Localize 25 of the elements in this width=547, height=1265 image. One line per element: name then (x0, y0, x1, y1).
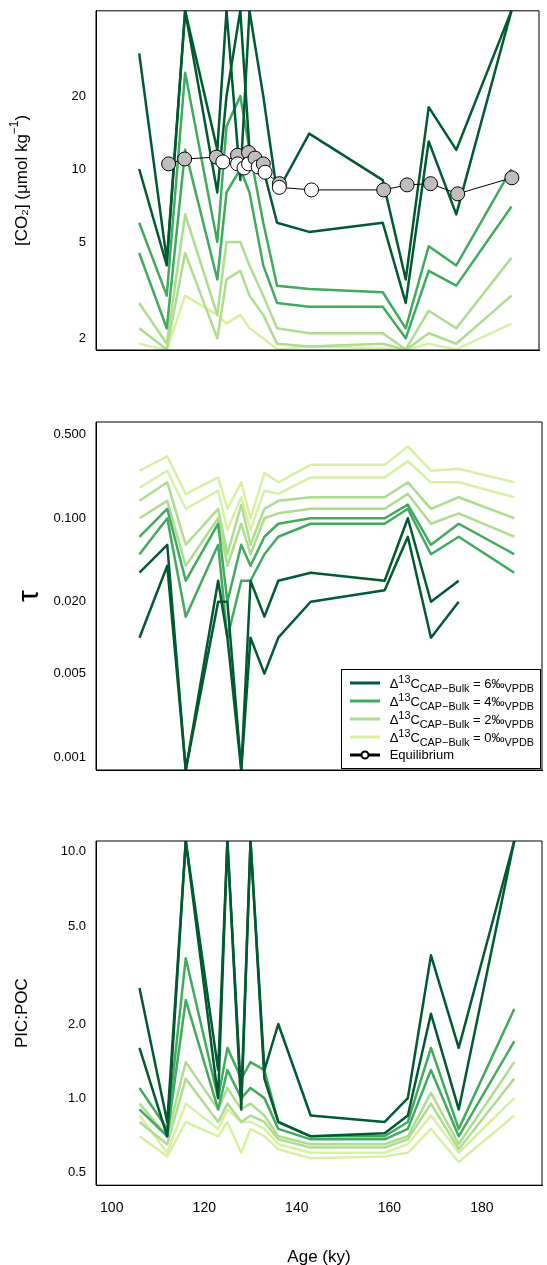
y-tick-label: 0.001 (53, 748, 86, 764)
y-tick-label: 0.020 (53, 593, 86, 609)
x-tick-label: 120 (192, 1199, 217, 1216)
y-tick-label: 2 (78, 329, 86, 345)
y-axis-title: PIC:POC (11, 978, 31, 1049)
legend-label: Δ$^{13}$C$_{CAP−Bulk}$ = 6‰$_{VPDB}$ (389, 672, 534, 694)
x-tick-label: 140 (285, 1199, 309, 1216)
y-tick-label: 10 (71, 160, 86, 176)
y-axis-title: [CO₂] (μmol kg−1) (7, 114, 31, 246)
y-tick-label: 10.0 (60, 843, 86, 859)
y-tick-label: 5 (78, 233, 86, 249)
y-axis-title: τ (11, 589, 45, 602)
y-tick-label: 5.0 (67, 917, 86, 933)
y-tick-label: 0.005 (53, 665, 86, 681)
y-tick-label: 20 (71, 87, 86, 103)
y-tick-label: 0.5 (67, 1163, 86, 1179)
x-tick-label: 100 (100, 1199, 124, 1216)
y-tick-label: 2.0 (67, 1015, 86, 1031)
x-tick-label: 180 (470, 1199, 494, 1216)
y-tick-label: 1.0 (67, 1089, 86, 1105)
x-axis-title: Age (ky) (287, 1246, 351, 1265)
x-tick-label: 160 (377, 1199, 402, 1216)
text: Equilibrium (389, 747, 454, 762)
y-tick-label: 0.500 (53, 426, 86, 442)
y-tick-label: 0.100 (53, 509, 86, 525)
